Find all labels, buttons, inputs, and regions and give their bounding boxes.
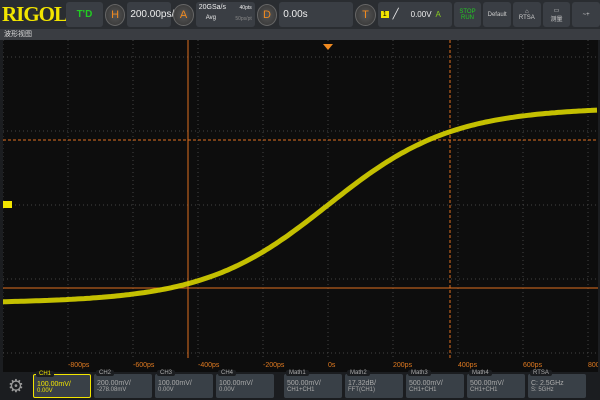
channel-tag: Math2 <box>347 370 370 376</box>
measure-label: 测量 <box>550 16 563 23</box>
channel-scale: 500.00mV/ <box>470 380 504 387</box>
channel-bar: ⚙ CH1 100.00mV/0.00V CH2 200.00mV/-278.08mV… <box>0 370 600 400</box>
ch1-offset-marker[interactable] <box>3 201 12 208</box>
trigger-button[interactable]: T <box>355 3 376 26</box>
channel-ch3[interactable]: CH3 100.00mV/0.00V <box>155 370 213 398</box>
trigger-status: A <box>435 10 441 19</box>
delay-button[interactable]: D <box>256 3 278 26</box>
x-tick-label: 600ps <box>523 362 543 369</box>
channel-tag: Math1 <box>286 370 309 376</box>
acquire-info[interactable]: 20GSa/s 40pts Avg 50ps/pt <box>195 2 255 27</box>
channel-scale: 500.00mV/ <box>287 380 321 387</box>
default-button[interactable]: Default <box>483 2 511 27</box>
channel-scale: 100.00mV/ <box>158 380 192 387</box>
x-tick-label: -800ps <box>68 362 90 369</box>
acq-mode: Avg <box>205 15 216 21</box>
channel-scale: 500.00mV/ <box>409 380 443 387</box>
channel-tag: CH3 <box>157 370 176 376</box>
channel-offset: 0.00V <box>158 387 174 393</box>
channel-math1[interactable]: Math1 500.00mV/CH1+CH1 <box>284 370 342 398</box>
acquire-button[interactable]: A <box>173 3 194 26</box>
channel-math4[interactable]: Math4 500.00mV/CH1+CH1 <box>467 370 525 398</box>
delay-value[interactable]: 0.00s <box>279 2 354 27</box>
channel-offset: FFT(CH1) <box>348 387 375 393</box>
trigger-position-marker[interactable] <box>323 44 333 50</box>
channel-scale: C: 2.5GHz <box>531 380 564 387</box>
channel-offset: -278.08mV <box>97 387 127 393</box>
channel-tag: CH4 <box>218 370 237 376</box>
channel-tag: CH1 <box>36 371 55 377</box>
channel-offset: CH1+CH1 <box>409 387 437 393</box>
channel-math3[interactable]: Math3 500.00mV/CH1+CH1 <box>406 370 464 398</box>
x-tick-label: 200ps <box>393 362 413 369</box>
channel-offset: CH1+CH1 <box>470 387 498 393</box>
trigger-delay-button[interactable]: T'D <box>66 2 103 27</box>
rigol-logo: RIGOL <box>2 2 68 26</box>
sample-rate: 20GSa/s <box>198 4 226 11</box>
channel-ch2[interactable]: CH2 200.00mV/-278.08mV <box>94 370 152 398</box>
x-tick-label: -400ps <box>198 362 220 369</box>
trigger-source: 1 <box>380 11 389 18</box>
waveform-settings-button[interactable]: ~+ <box>572 2 600 27</box>
ch1-trace <box>3 107 598 305</box>
x-tick-label: -600ps <box>133 362 155 369</box>
stop-label: STOP <box>459 8 476 15</box>
horizontal-button[interactable]: H <box>104 3 126 26</box>
channel-offset: CH1+CH1 <box>287 387 315 393</box>
sample-interval: 50ps/pt <box>235 16 252 22</box>
channel-ch1[interactable]: CH1 100.00mV/0.00V <box>33 371 91 398</box>
rtsa-label: RTSA <box>518 14 535 21</box>
channel-scale: 100.00mV/ <box>219 380 253 387</box>
channel-tag: Math3 <box>408 370 431 376</box>
channel-scale: 17.32dB/ <box>348 380 377 387</box>
waveform-view-title: 波形视图 <box>0 29 600 40</box>
rtsa-icon: ⌂ <box>525 8 529 15</box>
channel-offset: S: 5GHz <box>531 387 554 393</box>
channel-math2[interactable]: Math2 17.32dB/FFT(CH1) <box>345 370 403 398</box>
trigger-info[interactable]: 1 ╱ 0.00V A <box>377 2 452 27</box>
channel-ch4[interactable]: CH4 100.00mV/0.00V <box>216 370 274 398</box>
measure-button[interactable]: ▭ 测量 <box>542 2 571 27</box>
x-tick-label: 800ps <box>588 362 598 369</box>
stop-run-button[interactable]: STOP RUN <box>453 2 482 27</box>
memory-depth: 40pts <box>239 5 252 11</box>
waveform-plot[interactable]: -800ps -600ps -400ps -200ps 0s 200ps 400ps 600p… <box>2 40 600 372</box>
x-tick-label: 400ps <box>458 362 478 369</box>
channel-tag: RTSA <box>530 370 552 376</box>
channel-tag: Math4 <box>469 370 492 376</box>
rtsa-button[interactable]: ⌂ RTSA <box>512 2 541 27</box>
x-tick-label: 0s <box>328 362 336 369</box>
channel-offset: 0.00V <box>219 387 235 393</box>
x-tick-label: -200ps <box>263 362 285 369</box>
ruler-icon: ▭ <box>553 7 560 14</box>
channel-rtsa[interactable]: RTSA C: 2.5GHz S: 5GHz <box>528 370 586 398</box>
trigger-level: 0.00V <box>410 10 432 19</box>
channel-scale: 200.00mV/ <box>97 380 131 387</box>
channel-offset: 0.00V <box>37 388 53 394</box>
rising-edge-icon: ╱ <box>392 9 399 20</box>
channel-scale: 100.00mV/ <box>37 381 71 388</box>
run-label: RUN <box>461 14 474 21</box>
waveform-svg: -800ps -600ps -400ps -200ps 0s 200ps 400ps 600p… <box>2 40 600 369</box>
timebase-value[interactable]: 200.00ps/ <box>127 2 174 27</box>
top-toolbar: RIGOL T'D H 200.00ps/ A 20GSa/s 40pts Av… <box>0 0 600 29</box>
channel-tag: CH2 <box>96 370 115 376</box>
gear-icon[interactable]: ⚙ <box>7 375 25 396</box>
